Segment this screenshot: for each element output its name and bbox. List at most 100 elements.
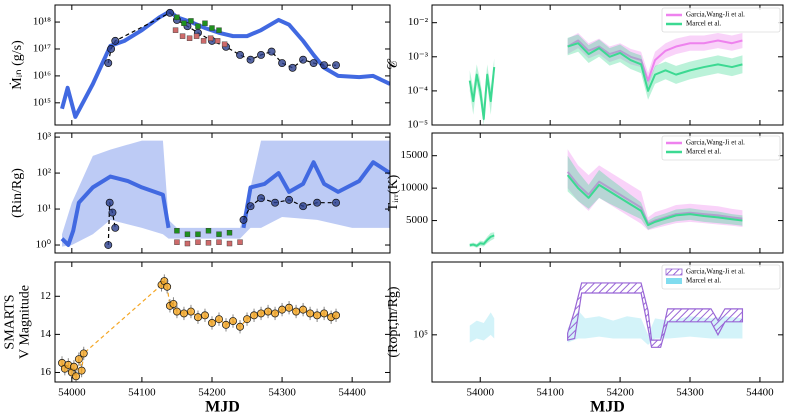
point (320, 309, 329, 318)
point (299, 55, 308, 64)
point (111, 223, 120, 232)
plot-frame (54, 4, 391, 126)
point (195, 231, 201, 237)
line (468, 66, 496, 120)
y-axis-label: V Magnitude (18, 285, 33, 359)
line (567, 39, 743, 82)
point (184, 231, 191, 237)
point (288, 63, 297, 72)
point (278, 305, 287, 314)
point (165, 8, 174, 17)
point (188, 18, 194, 24)
point (332, 61, 340, 70)
point (239, 215, 248, 224)
point (111, 36, 120, 45)
band (567, 155, 743, 230)
plot-area (60, 140, 390, 249)
dashed-line (61, 280, 337, 377)
point (222, 320, 230, 329)
point (195, 23, 201, 29)
y-tick-label: 10⁻² (408, 16, 429, 28)
point (215, 315, 223, 324)
point (237, 239, 243, 245)
x-tick-label: 54400 (338, 387, 366, 399)
plot-frame (54, 132, 391, 254)
point (69, 362, 78, 371)
point (257, 50, 265, 59)
y-tick-label: 10² (37, 167, 52, 179)
point (105, 198, 114, 207)
point (194, 313, 202, 322)
point (186, 35, 193, 41)
point (207, 35, 214, 41)
point (267, 47, 276, 56)
y-tick-label: 10¹⁵ (33, 96, 51, 108)
y-axis-label: Tᵢᵣᵣ(K) (386, 174, 401, 211)
legend-box (661, 7, 781, 33)
x-tick-label: 54200 (198, 387, 226, 399)
point (285, 195, 294, 204)
line (60, 174, 171, 248)
point (299, 202, 308, 211)
legend-label: Garcia,Wang-Ji et al. (686, 268, 745, 276)
point (172, 307, 181, 316)
y-tick-label: 10¹⁶ (33, 69, 51, 81)
plot-area (468, 32, 743, 125)
y-axis-label: Ṁᵢₙ (g/s) (9, 40, 25, 90)
y-tick-label: 10000 (401, 182, 429, 194)
y-tick-label: 10¹⁷ (33, 43, 51, 55)
x-tick-label: 54400 (746, 387, 774, 399)
point (209, 25, 215, 31)
point (72, 372, 80, 381)
point (271, 198, 280, 207)
point (264, 307, 273, 316)
plot-area (58, 274, 340, 382)
band (567, 149, 743, 231)
point (226, 230, 233, 236)
point (332, 311, 340, 320)
point (202, 20, 208, 26)
point (299, 305, 308, 314)
legend-box (661, 135, 781, 161)
point (226, 240, 233, 247)
plot-frame (431, 261, 784, 383)
x-tick-label: 54200 (606, 387, 634, 399)
point (104, 241, 113, 249)
point (104, 59, 113, 68)
point (169, 299, 178, 308)
y-axis-label: 𝒞 (386, 58, 401, 70)
point (193, 33, 200, 39)
point (205, 240, 212, 246)
point (174, 239, 180, 245)
x-tick-label: 54300 (268, 387, 296, 399)
x-axis-label: MJD (590, 399, 625, 416)
point (246, 55, 255, 64)
y-tick-label: 16 (40, 366, 52, 378)
y-tick-label: 10⁻⁵ (407, 119, 428, 131)
point (187, 307, 195, 316)
point (108, 208, 117, 217)
y-tick-label: 10⁰ (36, 239, 52, 251)
x-tick-label: 54300 (676, 387, 704, 399)
point (271, 309, 280, 318)
point (285, 303, 294, 312)
point (200, 38, 207, 44)
point (179, 33, 186, 39)
point (201, 311, 209, 320)
point (332, 198, 340, 207)
point (208, 319, 216, 327)
point (257, 194, 265, 203)
point (184, 240, 191, 247)
point (79, 349, 88, 358)
band (62, 140, 390, 247)
legend-label: Marcel et al. (686, 148, 721, 156)
point (180, 309, 188, 318)
x-tick-label: 54000 (466, 387, 494, 399)
point (107, 45, 116, 53)
point (313, 198, 322, 207)
band (469, 232, 495, 248)
y-axis-label: SMARTS (3, 294, 18, 349)
plot-area (60, 8, 390, 119)
band (567, 34, 743, 100)
